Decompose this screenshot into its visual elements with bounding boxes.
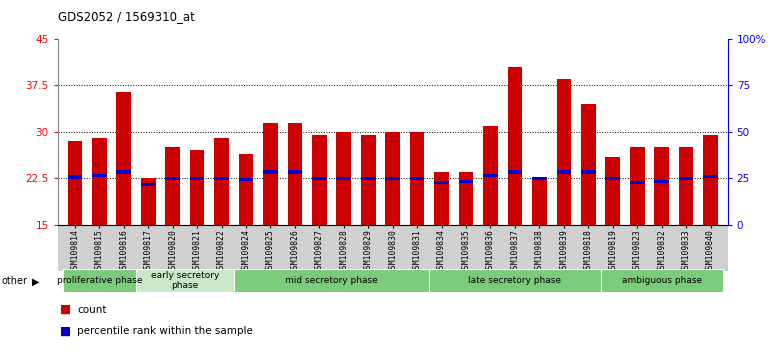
Bar [654, 180, 669, 183]
Bar [92, 173, 107, 177]
Bar [214, 177, 229, 180]
Bar [234, 269, 430, 292]
Bar [410, 177, 424, 180]
Bar [166, 177, 180, 180]
Bar [557, 170, 571, 174]
Bar [287, 170, 303, 174]
Bar [141, 178, 156, 225]
Text: percentile rank within the sample: percentile rank within the sample [77, 326, 253, 336]
Text: other: other [2, 276, 28, 286]
Bar [385, 177, 400, 180]
Text: early secretory
phase: early secretory phase [151, 271, 219, 290]
Text: ■: ■ [60, 303, 71, 316]
Bar [116, 170, 131, 174]
Bar [68, 141, 82, 225]
Bar [312, 135, 326, 225]
Bar [189, 150, 205, 225]
Text: ▶: ▶ [32, 276, 40, 286]
Bar [678, 147, 694, 225]
Bar [336, 177, 351, 180]
Bar [601, 269, 723, 292]
Bar [287, 122, 303, 225]
Bar [62, 269, 136, 292]
Bar [703, 175, 718, 178]
Text: GDS2052 / 1569310_at: GDS2052 / 1569310_at [58, 10, 195, 23]
Bar [434, 181, 449, 184]
Bar [459, 180, 474, 183]
Bar [410, 132, 424, 225]
Bar [385, 132, 400, 225]
Bar [263, 122, 278, 225]
Bar [430, 269, 601, 292]
Text: count: count [77, 305, 106, 315]
Bar [166, 147, 180, 225]
Bar [116, 92, 131, 225]
Text: ambiguous phase: ambiguous phase [621, 276, 701, 285]
Bar [483, 173, 498, 177]
Bar [507, 170, 522, 174]
Bar [263, 170, 278, 174]
Bar [605, 177, 620, 180]
Bar [136, 269, 234, 292]
Bar [189, 177, 205, 180]
Bar [678, 177, 694, 180]
Bar [630, 181, 644, 184]
Bar [605, 156, 620, 225]
Bar [532, 178, 547, 225]
Bar [336, 132, 351, 225]
Bar [459, 172, 474, 225]
Bar [312, 177, 326, 180]
Bar [532, 177, 547, 180]
Bar [434, 172, 449, 225]
Bar [630, 147, 644, 225]
Bar [214, 138, 229, 225]
Text: proliferative phase: proliferative phase [56, 276, 142, 285]
Bar [581, 170, 596, 174]
Bar [92, 138, 107, 225]
Bar [703, 135, 718, 225]
Bar [239, 154, 253, 225]
Text: mid secretory phase: mid secretory phase [285, 276, 378, 285]
Bar [68, 175, 82, 179]
Text: late secretory phase: late secretory phase [468, 276, 561, 285]
Bar [557, 79, 571, 225]
Bar [654, 147, 669, 225]
Bar [507, 67, 522, 225]
Text: ■: ■ [60, 325, 71, 337]
Bar [239, 178, 253, 181]
Bar [361, 177, 376, 180]
Bar [141, 183, 156, 186]
Bar [581, 104, 596, 225]
Bar [361, 135, 376, 225]
Bar [483, 126, 498, 225]
